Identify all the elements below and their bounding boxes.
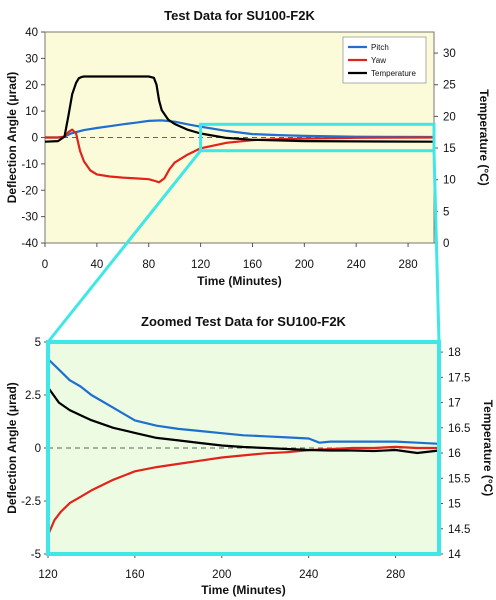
x-tick-label: 240 (347, 259, 366, 271)
zoom-indicator (46, 122, 441, 556)
y-tick-label: 20 (25, 80, 38, 92)
y2-tick-label: 30 (443, 48, 456, 60)
x-tick-label: 0 (42, 259, 48, 271)
legend-label-temperature: Temperature (371, 69, 416, 78)
x-axis-label: Time (Minutes) (197, 274, 281, 288)
zoom-connector-right (432, 150, 441, 343)
x-tick-label: 240 (299, 569, 318, 581)
y2-tick-label: 16 (448, 448, 461, 460)
x-tick-label: 200 (212, 569, 231, 581)
y2-tick-label: 17 (448, 398, 461, 410)
y-tick-label: 5 (35, 337, 41, 349)
y-axis-label: Deflection Angle (μrad) (5, 72, 19, 204)
y-tick-label: -30 (21, 212, 38, 224)
legend: Pitch Yaw Temperature (342, 36, 427, 84)
y-tick-label: 0 (35, 443, 41, 455)
x-tick-label: 160 (243, 259, 262, 271)
y2-tick-label: 20 (443, 111, 456, 123)
y2-axis-label: Temperature (°C) (477, 89, 491, 186)
series-line-yaw (45, 128, 435, 184)
y2-tick-label: 15 (448, 499, 461, 511)
y2-tick-label: 18 (448, 347, 461, 359)
y2-axis-label: Temperature (°C) (481, 400, 495, 497)
y2-tick-label: 5 (443, 206, 449, 218)
x-tick-label: 80 (142, 259, 155, 271)
x-axis-label: Time (Minutes) (201, 583, 285, 597)
y-tick-label: 40 (25, 27, 38, 39)
y-tick-label: 2.5 (25, 390, 41, 402)
y-axis-label: Deflection Angle (μrad) (5, 382, 19, 514)
y2-tick-label: 14 (448, 549, 461, 561)
y2-tick-label: 16.5 (448, 423, 470, 435)
y2-tick-label: 15 (443, 143, 456, 155)
legend-label-pitch: Pitch (371, 43, 389, 52)
x-tick-label: 40 (90, 259, 103, 271)
y2-tick-label: 10 (443, 175, 456, 187)
x-tick-label: 120 (38, 569, 57, 581)
x-tick-label: 120 (191, 259, 210, 271)
legend-label-yaw: Yaw (371, 56, 386, 65)
y2-tick-label: 25 (443, 80, 456, 92)
x-tick-label: 280 (398, 259, 417, 271)
y-tick-label: 10 (25, 106, 38, 118)
x-tick-label: 160 (125, 569, 144, 581)
series-line-yaw (46, 445, 439, 536)
y-tick-label: -10 (21, 159, 38, 171)
y2-tick-label: 0 (443, 238, 449, 250)
y2-tick-label: 14.5 (448, 524, 470, 536)
x-tick-label: 280 (386, 569, 405, 581)
y-tick-label: -2.5 (21, 496, 41, 508)
y2-tick-label: 15.5 (448, 473, 470, 485)
y-tick-label: -20 (21, 185, 38, 197)
y-tick-label: -40 (21, 238, 38, 250)
zoom-connector-left (46, 149, 202, 343)
chart-title: Zoomed Test Data for SU100-F2K (141, 314, 347, 329)
series-line-pitch (47, 358, 440, 445)
y-tick-label: 30 (25, 53, 38, 65)
chart-title: Test Data for SU100-F2K (164, 8, 315, 23)
y-tick-label: 0 (32, 133, 38, 145)
series-line-temperature (44, 75, 435, 143)
y-tick-label: -5 (31, 549, 41, 561)
series-line-temperature (47, 386, 440, 455)
zoomed-chart-frame (46, 340, 441, 556)
x-tick-label: 200 (295, 259, 314, 271)
y2-tick-label: 17.5 (448, 372, 470, 384)
series-line-pitch (45, 119, 435, 139)
zoom-region-box (199, 122, 436, 153)
